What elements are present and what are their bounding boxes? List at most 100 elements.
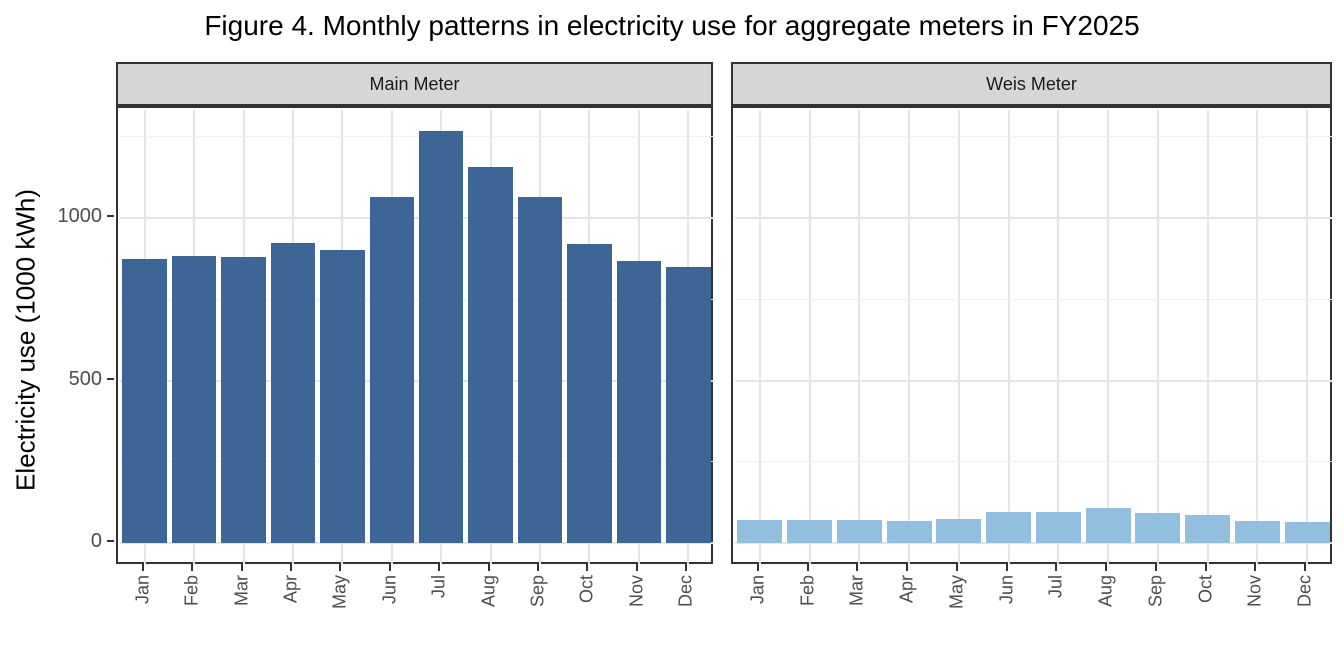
gridline-major	[735, 542, 1332, 545]
x-axis-tick-mark	[1005, 564, 1008, 571]
gridline-vertical	[758, 110, 761, 564]
x-axis-tick-mark	[339, 564, 342, 571]
x-axis-tick-mark	[586, 564, 589, 571]
x-axis-tick-label: Jun	[379, 575, 400, 605]
gridline-minor	[120, 461, 713, 463]
gridline-vertical	[1256, 110, 1259, 564]
bar-weis-meter-jun	[986, 512, 1031, 544]
x-axis-tick-label: Aug	[1095, 575, 1116, 608]
bar-main-meter-jul	[418, 130, 464, 544]
y-axis-tick-label: 1000	[57, 205, 103, 228]
bar-main-meter-may	[320, 249, 365, 544]
gridline-minor	[735, 136, 1332, 138]
bar-main-meter-aug	[468, 166, 513, 544]
bar-main-meter-feb	[171, 256, 217, 544]
x-axis-tick-mark	[438, 564, 441, 571]
gridline-vertical	[808, 110, 811, 564]
gridline-major	[120, 379, 713, 382]
x-axis-tick-mark	[537, 564, 540, 571]
gridline-vertical	[957, 110, 960, 564]
x-axis-tick-mark	[1254, 564, 1257, 571]
x-axis-tick-label: Sep	[1145, 575, 1166, 608]
x-axis-tick-label: Jan	[132, 575, 153, 605]
bar-weis-meter-apr	[886, 520, 932, 544]
gridline-vertical	[908, 110, 911, 564]
facet-strip-label: Weis Meter	[986, 73, 1077, 94]
x-axis-tick-label: Aug	[478, 575, 499, 608]
bar-main-meter-nov	[616, 261, 662, 544]
gridline-vertical	[1156, 110, 1159, 564]
bar-main-meter-apr	[270, 243, 316, 544]
gridline-vertical	[1206, 110, 1209, 564]
x-axis-tick-mark	[906, 564, 909, 571]
gridline-vertical	[858, 110, 861, 564]
x-axis-tick-label: Feb	[797, 575, 818, 607]
x-axis-tick-label: Sep	[527, 575, 548, 608]
bar-main-meter-mar	[221, 256, 266, 544]
x-axis-tick-label: Mar	[846, 575, 867, 606]
x-axis-tick-mark	[856, 564, 859, 571]
x-axis-tick-label: Dec	[675, 575, 696, 608]
y-axis-tick-mark	[107, 540, 114, 543]
bar-main-meter-jun	[369, 196, 415, 544]
bar-weis-meter-oct	[1185, 515, 1230, 544]
bar-main-meter-sep	[517, 197, 563, 544]
facet-panel-weis-meter	[731, 106, 1332, 564]
bar-weis-meter-dec	[1284, 522, 1330, 544]
x-axis-tick-label: Apr	[280, 575, 301, 604]
x-axis-tick-mark	[141, 564, 144, 571]
x-axis-tick-label: May	[329, 575, 350, 610]
gridline-vertical	[1306, 110, 1309, 564]
bar-weis-meter-sep	[1135, 513, 1181, 544]
facet-strip-main-meter: Main Meter	[116, 62, 713, 106]
x-axis-tick-label: Nov	[626, 575, 647, 608]
y-axis-title: Electricity use (1000 kWh)	[10, 189, 41, 491]
x-axis-tick-mark	[240, 564, 243, 571]
x-axis-tick-label: Nov	[1244, 575, 1265, 608]
x-axis-tick-mark	[289, 564, 292, 571]
bar-weis-meter-may	[936, 518, 982, 544]
x-axis-tick-mark	[191, 564, 194, 571]
x-axis-tick-mark	[1154, 564, 1157, 571]
gridline-vertical	[1007, 110, 1010, 564]
x-axis-tick-label: Oct	[1195, 575, 1216, 604]
x-axis-tick-mark	[756, 564, 759, 571]
bar-weis-meter-mar	[836, 520, 882, 544]
x-axis-tick-mark	[1304, 564, 1307, 571]
facet-panel-main-meter	[116, 106, 713, 564]
x-axis-tick-label: Apr	[896, 575, 917, 604]
facet-strip-weis-meter: Weis Meter	[731, 62, 1332, 106]
x-axis-tick-label: Jan	[747, 575, 768, 605]
x-axis-tick-mark	[685, 564, 688, 571]
gridline-minor	[735, 461, 1332, 463]
bar-weis-meter-jan	[737, 520, 783, 544]
x-axis-tick-mark	[806, 564, 809, 571]
gridline-major	[735, 217, 1332, 220]
gridline-minor	[120, 298, 713, 300]
y-axis-tick-label: 0	[90, 530, 102, 553]
panel-plot-area	[120, 110, 713, 564]
x-axis-tick-mark	[635, 564, 638, 571]
gridline-minor	[735, 298, 1332, 300]
y-axis-tick-mark	[107, 215, 114, 218]
x-axis-tick-label: Jul	[1045, 575, 1066, 599]
bar-weis-meter-jul	[1035, 512, 1081, 544]
facet-strip-label: Main Meter	[369, 73, 460, 94]
panel-plot-area	[735, 110, 1332, 564]
gridline-vertical	[1057, 110, 1060, 564]
bar-main-meter-oct	[567, 243, 612, 544]
x-axis-tick-label: Jun	[996, 575, 1017, 605]
bar-main-meter-jan	[122, 258, 167, 544]
x-axis-tick-mark	[1204, 564, 1207, 571]
x-axis-tick-label: Dec	[1294, 575, 1315, 608]
x-axis-tick-label: Mar	[231, 575, 252, 606]
y-axis-tick-mark	[107, 377, 114, 380]
x-axis-tick-label: Oct	[576, 575, 597, 604]
x-axis-tick-label: Jul	[428, 575, 449, 599]
bar-weis-meter-nov	[1234, 520, 1280, 544]
bar-weis-meter-aug	[1085, 508, 1131, 544]
x-axis-tick-label: Feb	[181, 575, 202, 607]
gridline-minor	[120, 136, 713, 138]
x-axis-tick-label: May	[946, 575, 967, 610]
